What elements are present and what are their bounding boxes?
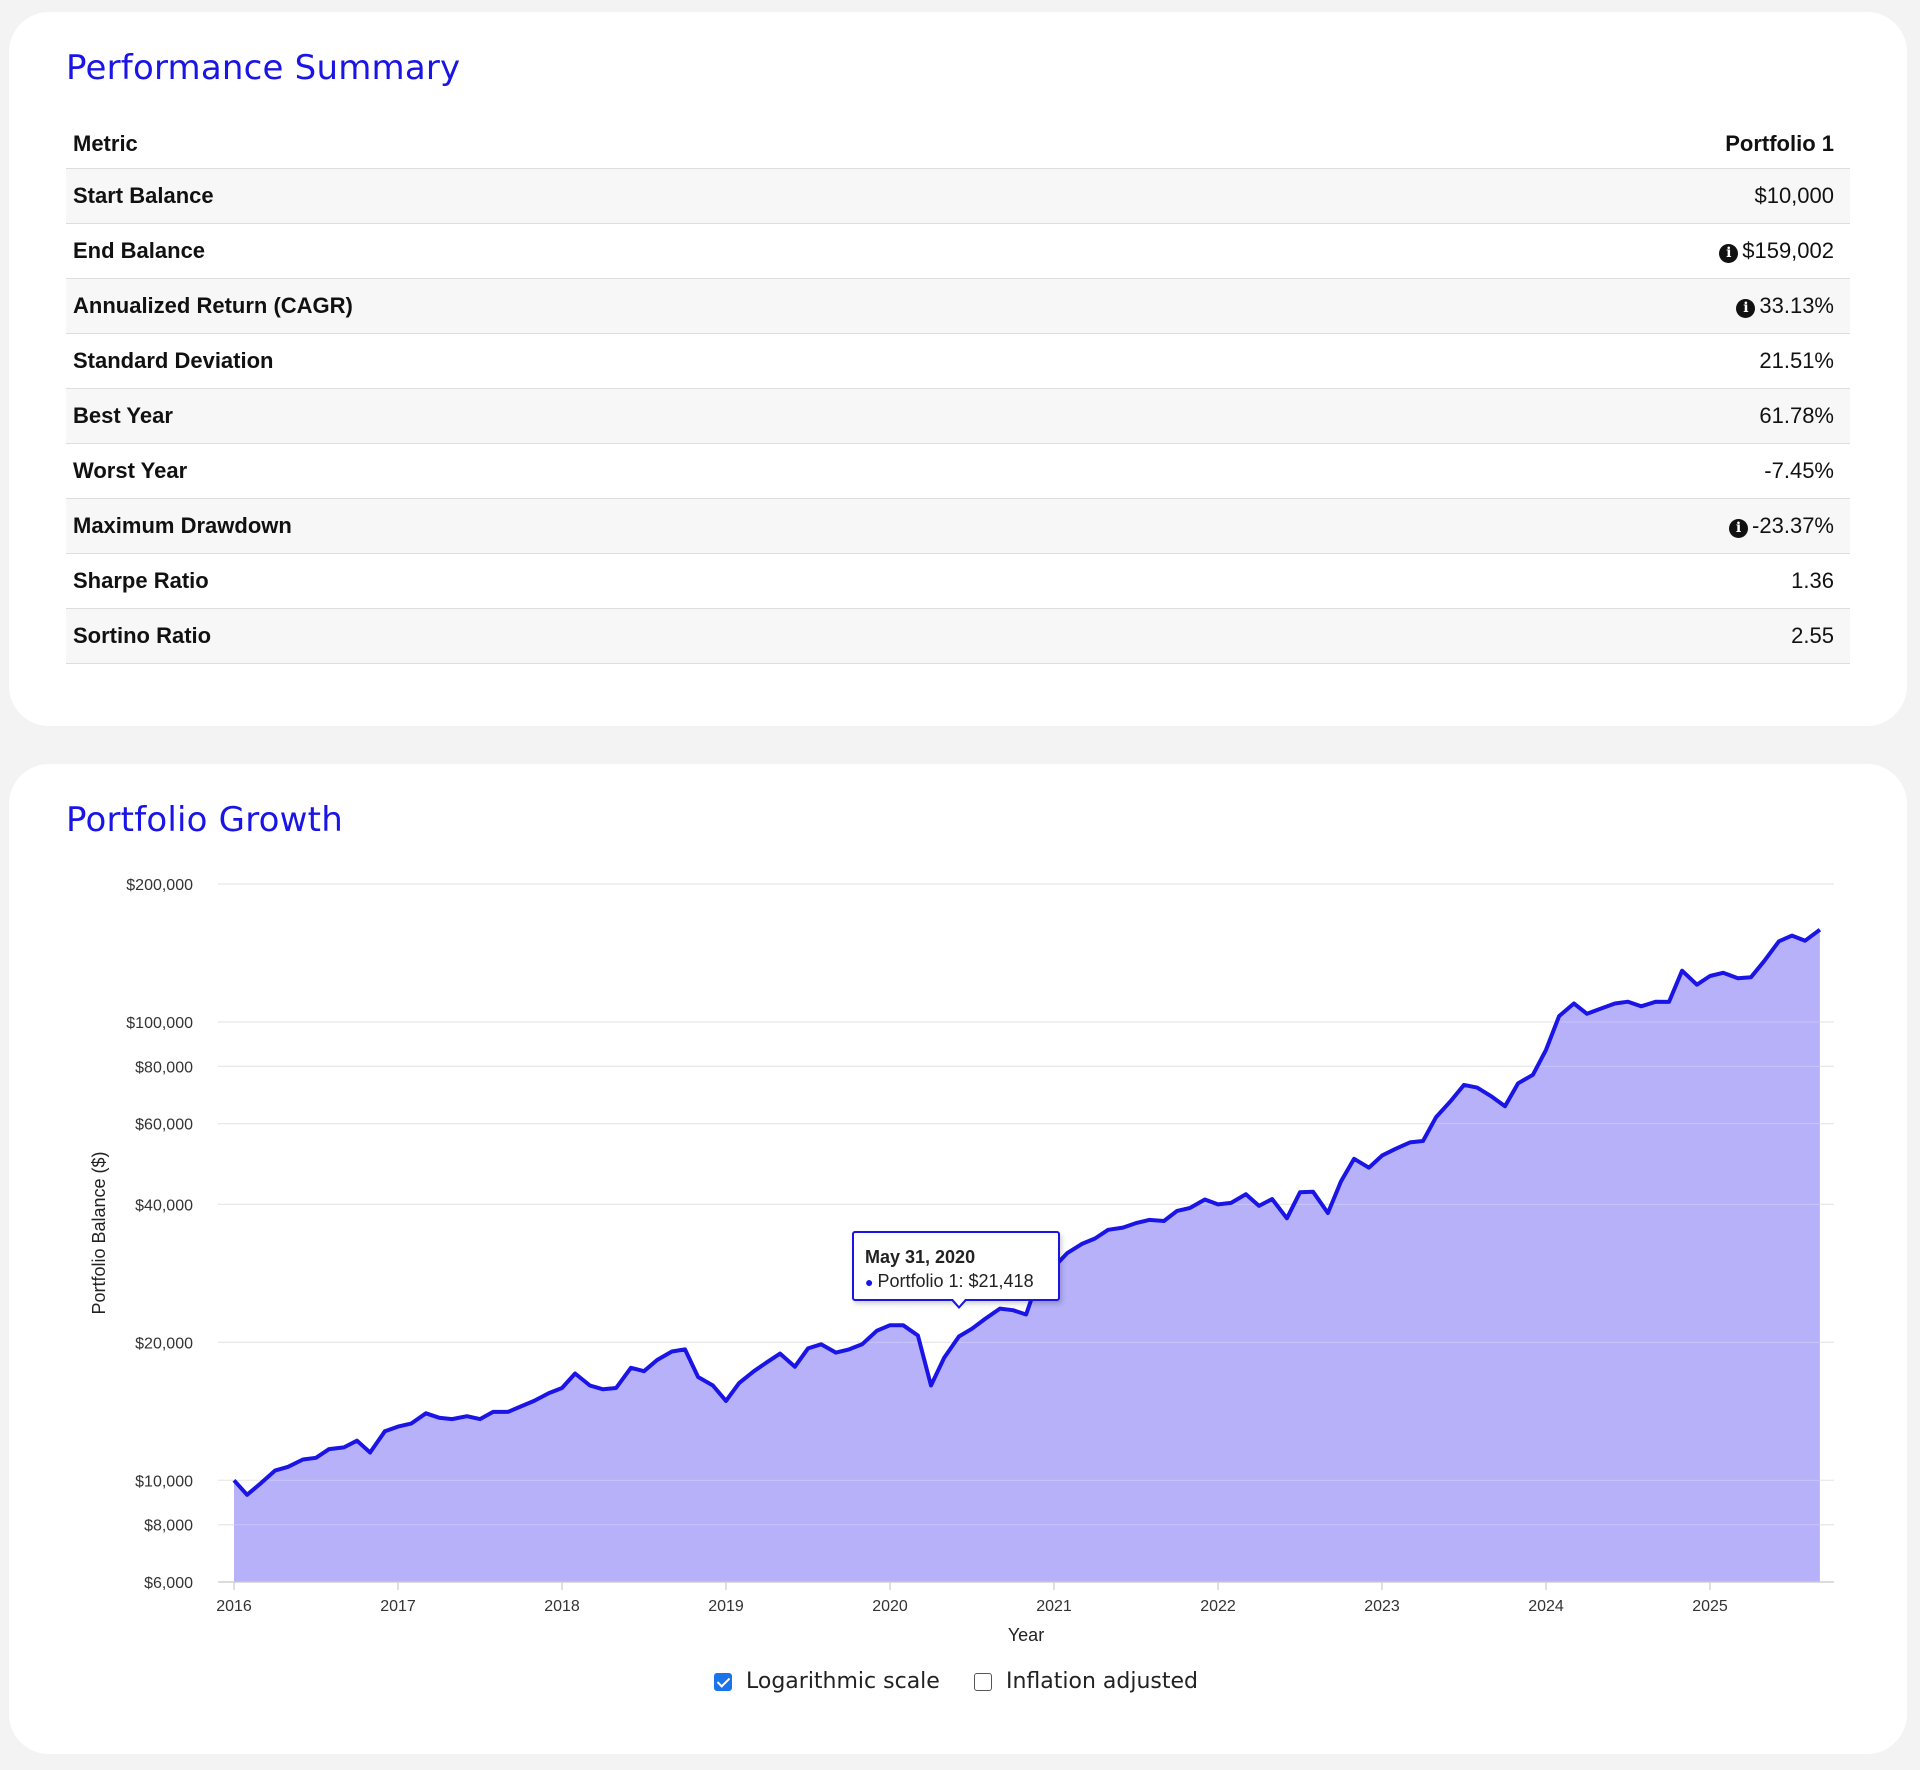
table-row: Maximum Drawdown i -23.37% <box>66 498 1850 554</box>
y-tick-label: $80,000 <box>135 1059 193 1076</box>
table-row: Worst Year -7.45% <box>66 443 1850 499</box>
performance-summary-card: Performance Summary Metric Portfolio 1 S… <box>9 12 1907 726</box>
metric-value-cell: -7.45% <box>1292 443 1850 499</box>
x-tick-label: 2021 <box>1036 1598 1072 1615</box>
portfolio-column-header: Portfolio 1 <box>1292 120 1850 169</box>
y-tick-label: $8,000 <box>144 1518 193 1535</box>
metric-column-header: Metric <box>66 120 1293 169</box>
x-tick-label: 2018 <box>544 1598 580 1615</box>
table-row: Best Year 61.78% <box>66 388 1850 444</box>
tooltip-date: May 31, 2020 <box>865 1247 976 1267</box>
x-axis-title: Year <box>1008 1625 1044 1645</box>
portfolio-area <box>234 929 1820 1582</box>
y-tick-label: $10,000 <box>135 1473 193 1490</box>
y-tick-label: $100,000 <box>126 1015 193 1032</box>
metric-value: 21.51% <box>1759 347 1834 373</box>
table-header-row: Metric Portfolio 1 <box>66 120 1850 169</box>
x-tick-label: 2022 <box>1200 1598 1236 1615</box>
x-tick-label: 2023 <box>1364 1598 1400 1615</box>
metric-label: Start Balance <box>66 168 1293 224</box>
y-tick-label: $200,000 <box>126 877 193 894</box>
metric-value: 33.13% <box>1759 292 1834 318</box>
log-scale-checkbox[interactable] <box>714 1672 732 1691</box>
metric-value: $10,000 <box>1754 182 1834 208</box>
metric-value: -7.45% <box>1764 457 1834 483</box>
log-scale-label: Logarithmic scale <box>746 1669 940 1694</box>
metric-label: Standard Deviation <box>66 333 1293 389</box>
performance-summary-title: Performance Summary <box>66 48 461 88</box>
metric-value-cell: i -23.37% <box>1292 498 1850 554</box>
x-tick-label: 2025 <box>1692 1598 1728 1615</box>
portfolio-line <box>232 928 1822 1497</box>
metric-label: Annualized Return (CAGR) <box>66 278 1293 334</box>
metric-value-cell: $10,000 <box>1292 168 1850 224</box>
table-row: Annualized Return (CAGR) i 33.13% <box>66 278 1850 334</box>
metric-label: Best Year <box>66 388 1293 444</box>
y-tick-label: $40,000 <box>135 1197 193 1214</box>
metric-value-cell: 21.51% <box>1292 333 1850 389</box>
metric-value-cell: i $159,002 <box>1292 223 1850 279</box>
metric-label: End Balance <box>66 223 1293 279</box>
y-tick-label: $20,000 <box>135 1335 193 1352</box>
inflation-adjusted-toggle[interactable]: Inflation adjusted <box>974 1669 1198 1694</box>
metric-label: Sortino Ratio <box>66 608 1293 664</box>
metric-value-cell: 2.55 <box>1292 608 1850 664</box>
series-dot-icon: ● <box>865 1274 874 1290</box>
metric-value: 61.78% <box>1759 402 1834 428</box>
inflation-adjusted-label: Inflation adjusted <box>1006 1669 1198 1694</box>
tooltip-value: Portfolio 1: $21,418 <box>877 1271 1034 1291</box>
metric-value-cell: 61.78% <box>1292 388 1850 444</box>
tooltip-value-line: ● Portfolio 1: $21,418 <box>865 1269 1058 1294</box>
x-tick-label: 2019 <box>708 1598 744 1615</box>
table-row: End Balance i $159,002 <box>66 223 1850 279</box>
performance-summary-table: Metric Portfolio 1 Start Balance $10,000 E… <box>66 120 1850 664</box>
info-icon[interactable]: i <box>1736 298 1756 318</box>
table-row: Standard Deviation 21.51% <box>66 333 1850 389</box>
x-tick-label: 2016 <box>216 1598 252 1615</box>
inflation-adjusted-checkbox[interactable] <box>974 1672 992 1691</box>
x-tick-label: 2020 <box>872 1598 908 1615</box>
x-tick-label: 2017 <box>380 1598 416 1615</box>
metric-value-cell: i 33.13% <box>1292 278 1850 334</box>
chart-options: Logarithmic scale Inflation adjusted <box>0 1669 1920 1701</box>
portfolio-growth-title: Portfolio Growth <box>66 800 343 840</box>
x-tick-label: 2024 <box>1528 1598 1564 1615</box>
y-axis-title: Portfolio Balance ($) <box>89 1151 109 1314</box>
info-icon[interactable]: i <box>1729 518 1749 538</box>
info-icon[interactable]: i <box>1719 243 1739 263</box>
metric-label: Worst Year <box>66 443 1293 499</box>
y-tick-label: $60,000 <box>135 1117 193 1134</box>
chart-tooltip: May 31, 2020 ● Portfolio 1: $21,418 <box>852 1231 1060 1301</box>
table-row: Sortino Ratio 2.55 <box>66 608 1850 664</box>
log-scale-toggle[interactable]: Logarithmic scale <box>714 1669 940 1694</box>
metric-label: Maximum Drawdown <box>66 498 1293 554</box>
metric-value-cell: 1.36 <box>1292 553 1850 609</box>
metric-label: Sharpe Ratio <box>66 553 1293 609</box>
table-row: Sharpe Ratio 1.36 <box>66 553 1850 609</box>
metric-value: $159,002 <box>1742 237 1834 263</box>
metric-value: 2.55 <box>1791 622 1834 648</box>
y-tick-label: $6,000 <box>144 1575 193 1592</box>
table-row: Start Balance $10,000 <box>66 168 1850 224</box>
metric-value: 1.36 <box>1791 567 1834 593</box>
metric-value: -23.37% <box>1752 512 1834 538</box>
tooltip-arrow-inner <box>952 1298 966 1306</box>
